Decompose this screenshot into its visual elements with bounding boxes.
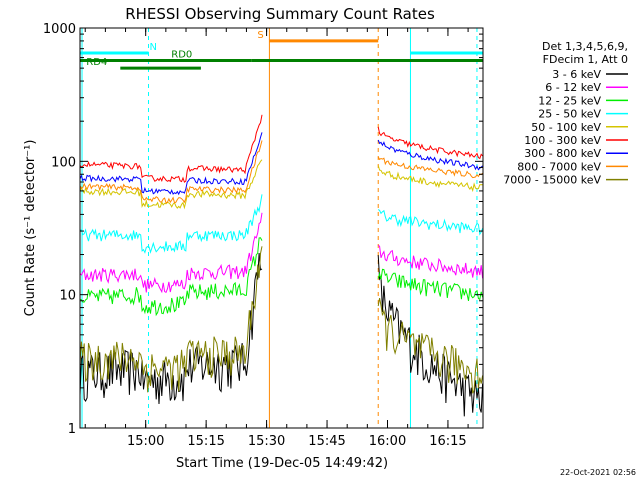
x-tick-label: 16:00 (369, 434, 406, 449)
y-tick-label: 100 (51, 155, 76, 170)
series-line-post-gap (377, 165, 483, 193)
y-tick-label: 1000 (43, 22, 76, 37)
series-line-post-gap (377, 139, 483, 171)
y-axis-label: Count Rate (s⁻¹ detector⁻¹) (23, 140, 38, 317)
series-line-pre-gap (80, 114, 263, 183)
x-tick-label: 15:15 (187, 434, 224, 449)
flag-label: RD4 (86, 57, 107, 68)
plot-frame (79, 27, 484, 429)
x-axis-label: Start Time (19-Dec-05 14:49:42) (176, 456, 388, 471)
series-line-pre-gap (80, 132, 263, 196)
x-tick-label: 15:45 (308, 434, 345, 449)
y-tick-label: 1 (68, 422, 76, 437)
x-tick-label: 16:15 (429, 434, 466, 449)
series-line-post-gap (377, 156, 483, 179)
series-line-pre-gap (80, 212, 263, 294)
series-line-pre-gap (80, 237, 263, 317)
flag-label: N (150, 42, 157, 53)
legend-entry-label: 100 - 300 keV (524, 134, 601, 147)
series-line-pre-gap (80, 194, 263, 254)
series-line-post-gap (377, 244, 483, 279)
legend-header: Det 1,3,4,5,6,9, (542, 40, 628, 53)
footer-timestamp: 22-Oct-2021 02:56 (560, 468, 636, 477)
legend-entry-label: 50 - 100 keV (531, 121, 601, 134)
flag-label: RD0 (171, 50, 192, 61)
legend-entry-label: 300 - 800 keV (524, 147, 601, 160)
y-tick-label: 10 (59, 289, 76, 304)
series-line-post-gap (377, 126, 483, 160)
legend: Det 1,3,4,5,6,9,FDecim 1, Att 0 3 - 6 keV… (503, 40, 628, 187)
x-tick-label: 15:30 (248, 434, 285, 449)
series-line-pre-gap (80, 140, 263, 204)
series-line-post-gap (377, 268, 483, 302)
legend-entry-label: 12 - 25 keV (538, 94, 601, 107)
series-line-post-gap (377, 255, 483, 417)
legend-entry-label: 7000 - 15000 keV (503, 174, 601, 187)
series-line-pre-gap (80, 159, 263, 210)
legend-entry-label: 6 - 12 keV (545, 81, 601, 94)
flag-label: S (257, 30, 263, 41)
legend-entry-label: 3 - 6 keV (552, 68, 601, 81)
legend-entry-label: 25 - 50 keV (538, 108, 601, 121)
series-line-pre-gap (80, 246, 263, 393)
legend-entry-label: 800 - 7000 keV (517, 160, 601, 173)
series-line-post-gap (377, 209, 483, 236)
legend-header: FDecim 1, Att 0 (543, 53, 628, 66)
series-line-post-gap (377, 298, 483, 394)
x-tick-label: 15:00 (127, 434, 164, 449)
chart-title: RHESSI Observing Summary Count Rates (125, 5, 435, 23)
